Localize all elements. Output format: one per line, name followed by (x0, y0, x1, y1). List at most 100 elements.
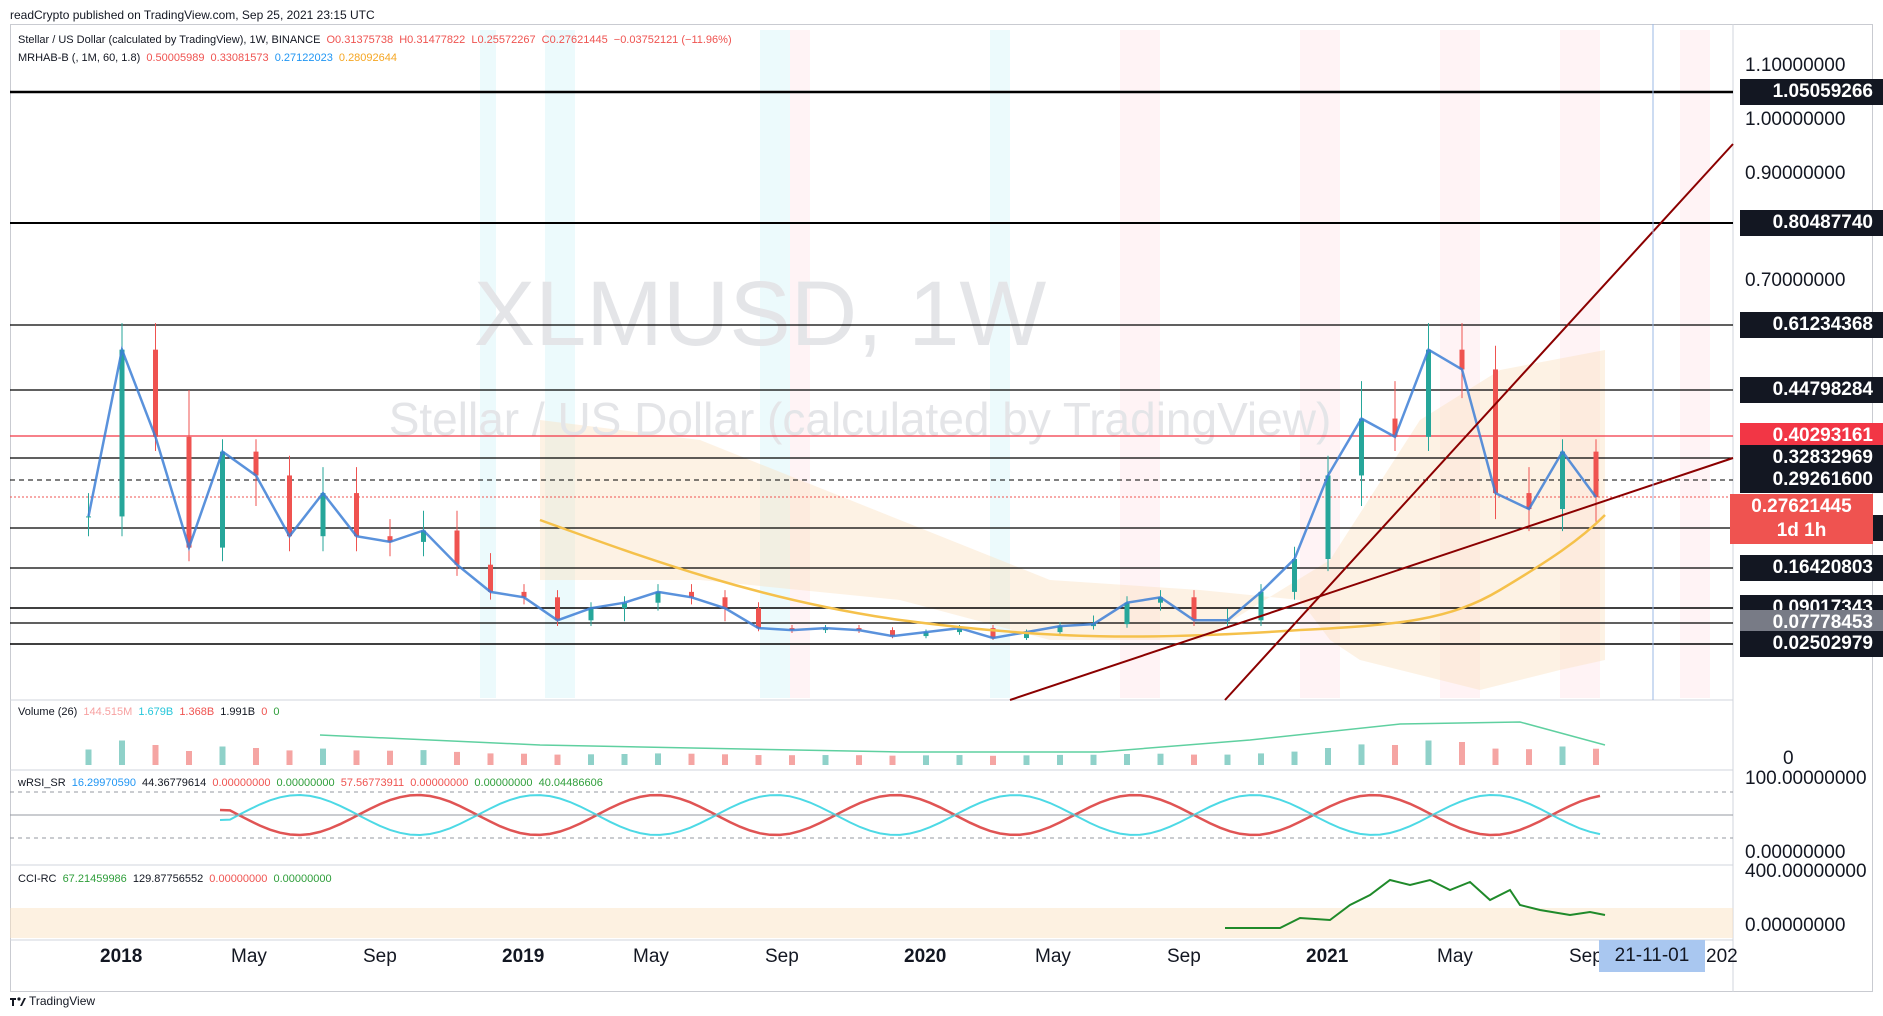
background-band (760, 30, 790, 698)
candle-body (957, 628, 962, 633)
candle-body (1258, 591, 1264, 621)
time-axis-label: Sep (363, 946, 397, 967)
volume-bar (688, 753, 695, 765)
volume-bar (152, 745, 159, 765)
price-tick-1: 1.10000000 (1745, 55, 1846, 76)
candle-body (454, 530, 460, 565)
price-level-label: 0.61234368 (1740, 312, 1883, 338)
tradingview-footer[interactable]: TradingView (10, 994, 95, 1008)
candle-body (923, 632, 929, 637)
time-axis-label: 2019 (502, 946, 545, 967)
time-axis-edge-label: 202 (1706, 946, 1738, 967)
time-axis-label: 2021 (1306, 946, 1349, 967)
price-level-label: 0.02502979 (1740, 631, 1883, 657)
watermark-ticker: XLMUSD, 1W (474, 263, 1047, 365)
volume-bar (1057, 754, 1063, 765)
volume-bar (1258, 753, 1264, 765)
wrsi-value-7: 0.00000000 (474, 777, 533, 789)
background-band (1300, 30, 1340, 698)
cci-scale-top: 400.00000000 (1745, 861, 1867, 882)
volume-bar (1559, 746, 1566, 765)
price-tick-4: 0.70000000 (1745, 270, 1846, 291)
candle-body (119, 349, 125, 517)
volume-bar (1191, 754, 1197, 765)
volume-value-1: 144.515M (83, 706, 133, 718)
volume-bar (387, 750, 393, 765)
volume-bar (554, 754, 561, 765)
time-axis-label: Sep (765, 946, 799, 967)
volume-bar (186, 751, 192, 765)
wrsi-value-6: 0.00000000 (410, 777, 469, 789)
open-value: O0.31375738 (326, 34, 394, 46)
footer-brand: TradingView (29, 994, 96, 1008)
candle-body (890, 630, 895, 637)
candle-body (990, 628, 996, 639)
time-axis-label: 2020 (904, 946, 947, 967)
wrsi-scale-top: 100.00000000 (1745, 768, 1867, 789)
background-band (1120, 30, 1160, 698)
current-price-label: 0.27621445 1d 1h (1730, 494, 1873, 544)
volume-name: Volume (26) (18, 706, 78, 718)
volume-bar (119, 740, 125, 765)
volume-bar (889, 755, 896, 765)
change-value: −0.03752121 (−11.96%) (613, 34, 732, 46)
candle-body (1057, 626, 1063, 633)
candle-body (320, 493, 326, 537)
volume-value-6: 0 (273, 706, 280, 718)
volume-bar (1358, 744, 1365, 765)
volume-bar (1157, 753, 1164, 765)
background-band (1560, 30, 1600, 698)
background-band (545, 30, 575, 698)
cci-value-1: 67.21459986 (62, 873, 127, 885)
volume-bar (1392, 745, 1398, 765)
time-axis-label: May (1035, 946, 1071, 967)
wrsi-scale-bottom: 0.00000000 (1745, 842, 1846, 863)
candle-body (287, 475, 292, 537)
volume-bar (1325, 748, 1331, 765)
symbol-label: Stellar / US Dollar (calculated by Tradi… (18, 34, 321, 46)
candle-body (1392, 418, 1398, 437)
time-axis-label: May (633, 946, 669, 967)
price-tick-2: 1.00000000 (1745, 109, 1846, 130)
wrsi-value-3: 0.00000000 (212, 777, 271, 789)
candle-body (555, 597, 560, 621)
candle-body (421, 530, 426, 542)
volume-bar (722, 754, 728, 765)
volume-bar (621, 754, 628, 765)
volume-legend[interactable]: Volume (26) 144.515M 1.679B 1.368B 1.991… (18, 706, 283, 718)
volume-bar (655, 753, 661, 765)
mrhab-legend[interactable]: MRHAB-B (, 1M, 60, 1.8) 0.50005989 0.330… (18, 52, 400, 64)
volume-bar (286, 750, 293, 765)
volume-bar (1124, 754, 1130, 765)
volume-value-4: 1.991B (220, 706, 256, 718)
trendline (1009, 457, 1734, 701)
candle-body (1560, 451, 1565, 510)
time-axis-label: May (231, 946, 267, 967)
cci-legend[interactable]: CCI-RC 67.21459986 129.87756552 0.000000… (18, 873, 335, 885)
background-band (990, 30, 1010, 698)
main-legend: Stellar / US Dollar (calculated by Tradi… (18, 34, 735, 46)
candle-body (1359, 418, 1364, 476)
mrhab-value-3: 0.27122023 (274, 52, 333, 64)
close-value: C0.27621445 (541, 34, 608, 46)
candle-body (86, 516, 91, 518)
candle-body (722, 597, 728, 609)
volume-bar (1492, 748, 1499, 765)
volume-scale-zero: 0 (1783, 748, 1794, 769)
wrsi-legend[interactable]: wRSI_SR 16.29970590 44.36779614 0.000000… (18, 777, 606, 789)
ichimoku-cloud (540, 350, 1605, 690)
mrhab-value-2: 0.33081573 (210, 52, 269, 64)
cci-line (1225, 878, 1606, 929)
volume-bar (219, 746, 226, 765)
time-axis-label: Sep (1569, 946, 1603, 967)
candle-body (387, 536, 393, 542)
candle-body (1024, 632, 1029, 639)
mrhab-value-1: 0.50005989 (146, 52, 205, 64)
price-level-label: 0.44798284 (1740, 377, 1883, 403)
cci-name: CCI-RC (18, 873, 57, 885)
mrhab-name: MRHAB-B (, 1M, 60, 1.8) (18, 52, 141, 64)
volume-bar (487, 753, 494, 765)
volume-bar (253, 748, 259, 765)
wrsi-name: wRSI_SR (18, 777, 66, 789)
